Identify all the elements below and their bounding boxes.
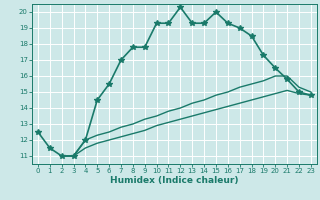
X-axis label: Humidex (Indice chaleur): Humidex (Indice chaleur) xyxy=(110,176,239,185)
